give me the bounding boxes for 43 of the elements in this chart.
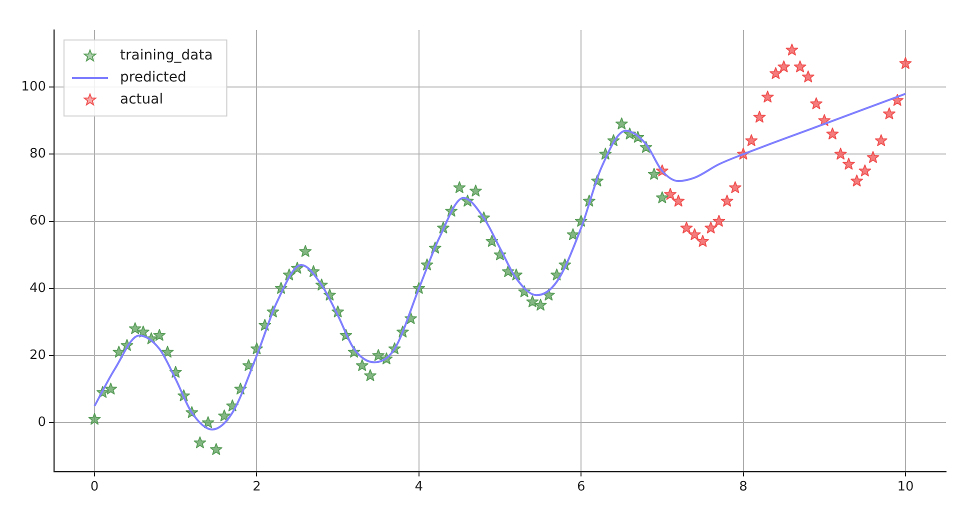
x-tick-label: 4 xyxy=(414,480,424,495)
point xyxy=(696,234,709,247)
x-tick-label: 0 xyxy=(90,480,99,495)
point xyxy=(883,107,896,120)
x-tick-label: 10 xyxy=(897,480,914,495)
point xyxy=(761,90,774,102)
point xyxy=(899,57,912,69)
point xyxy=(826,128,839,140)
point xyxy=(728,181,742,194)
x-tick-label: 6 xyxy=(576,480,586,495)
point xyxy=(770,67,782,79)
line-series xyxy=(94,92,906,430)
point xyxy=(866,151,880,163)
point xyxy=(664,188,676,200)
x-tick-label: 2 xyxy=(252,480,261,495)
y-tick-label: 0 xyxy=(38,415,46,430)
point xyxy=(753,110,766,123)
point xyxy=(745,134,758,146)
point xyxy=(704,222,718,234)
point xyxy=(786,44,798,56)
point xyxy=(712,214,726,227)
y-tick-label: 80 xyxy=(29,146,46,162)
point xyxy=(778,60,790,72)
point xyxy=(802,70,814,82)
point xyxy=(680,222,693,234)
legend-label: training_data xyxy=(120,48,213,64)
point xyxy=(874,134,888,146)
point xyxy=(834,148,847,160)
point xyxy=(850,174,864,186)
legend-label: actual xyxy=(120,92,164,108)
point xyxy=(672,194,685,207)
y-tick-label: 40 xyxy=(29,280,46,296)
point xyxy=(810,97,822,110)
x-tick-label: 8 xyxy=(739,480,748,495)
y-tick-label: 20 xyxy=(29,348,46,363)
y-tick-label: 60 xyxy=(29,214,46,229)
point xyxy=(688,228,701,240)
point xyxy=(842,158,855,170)
y-tick-label: 100 xyxy=(21,79,46,94)
point xyxy=(858,164,872,176)
point xyxy=(720,194,734,207)
point xyxy=(794,60,806,72)
legend-label: predicted xyxy=(120,70,186,86)
